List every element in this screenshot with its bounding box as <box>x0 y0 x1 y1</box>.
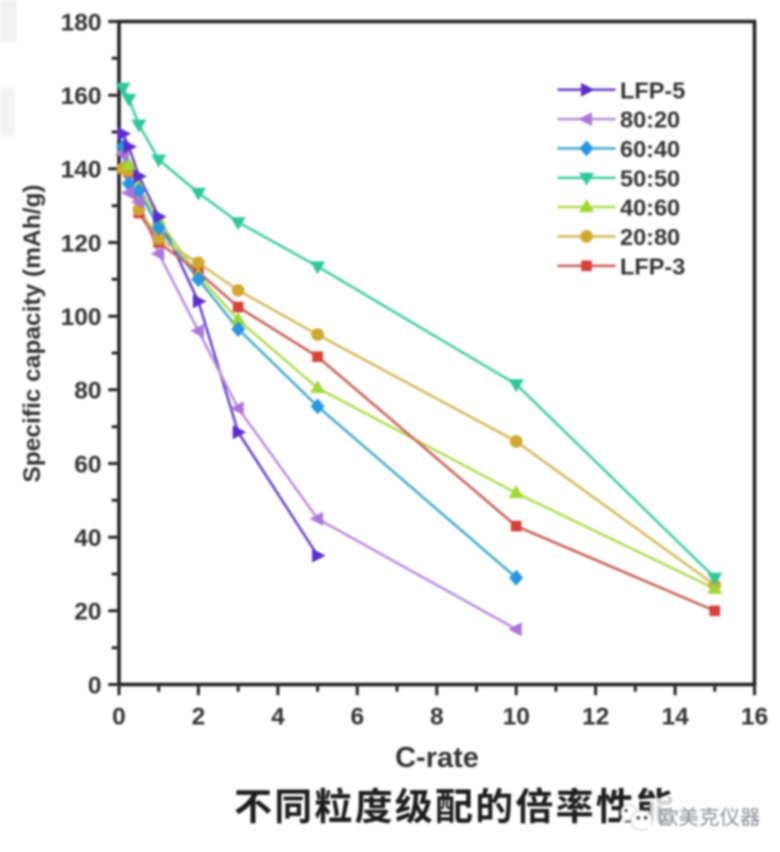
svg-text:100: 100 <box>61 304 102 331</box>
svg-text:180: 180 <box>61 9 102 36</box>
svg-text:160: 160 <box>61 83 102 110</box>
svg-text:LFP-3: LFP-3 <box>620 253 685 279</box>
svg-text:20:80: 20:80 <box>620 224 680 250</box>
svg-text:40: 40 <box>74 525 101 552</box>
svg-text:2: 2 <box>192 704 206 731</box>
svg-text:10: 10 <box>503 704 530 731</box>
svg-text:4: 4 <box>271 704 285 731</box>
svg-text:50:50: 50:50 <box>620 165 680 191</box>
svg-text:C-rate: C-rate <box>395 742 479 774</box>
svg-text:60: 60 <box>74 451 101 478</box>
svg-text:8: 8 <box>430 704 444 731</box>
svg-text:12: 12 <box>582 704 609 731</box>
svg-text:40:60: 40:60 <box>620 195 680 221</box>
svg-text:16: 16 <box>741 704 768 731</box>
svg-text:20: 20 <box>74 599 101 626</box>
svg-text:Specific capacity (mAh/g): Specific capacity (mAh/g) <box>19 184 46 482</box>
svg-text:80: 80 <box>74 378 101 405</box>
svg-text:0: 0 <box>112 704 126 731</box>
svg-text:80:20: 80:20 <box>620 107 680 133</box>
svg-text:14: 14 <box>661 704 689 731</box>
svg-text:LFP-5: LFP-5 <box>620 77 685 103</box>
svg-text:140: 140 <box>61 157 102 184</box>
svg-text:0: 0 <box>88 672 102 699</box>
svg-text:6: 6 <box>350 704 364 731</box>
svg-text:60:40: 60:40 <box>620 136 680 162</box>
svg-text:120: 120 <box>61 230 102 257</box>
